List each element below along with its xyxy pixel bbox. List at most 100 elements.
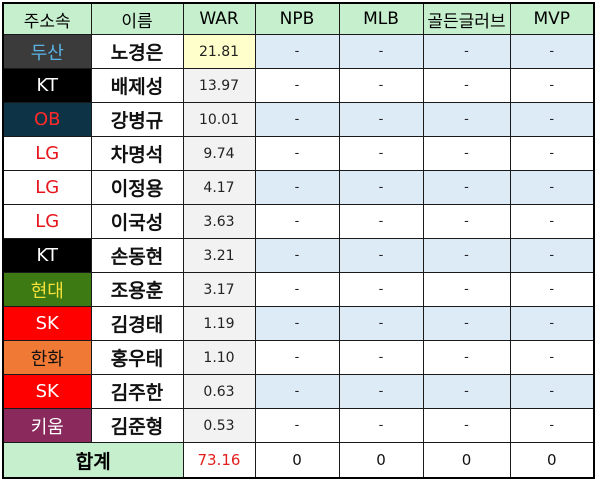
mvp-value: - (509, 136, 595, 171)
golden-glove-value: - (422, 340, 511, 375)
team-cell: LG (2, 136, 92, 171)
totals-mvp: 0 (509, 442, 595, 479)
war-value: 9.74 (182, 136, 256, 171)
header-name: 이름 (90, 2, 184, 35)
war-value: 13.97 (182, 68, 256, 103)
header-npb: NPB (254, 2, 340, 35)
table-row: 키움 김준형 0.53- - - - (2, 408, 595, 443)
golden-glove-value: - (422, 272, 511, 307)
table-row: 두산 노경은 21.81- - - - (2, 34, 595, 69)
header-golden-glove: 골든글러브 (422, 2, 511, 35)
team-cell: KT (2, 68, 92, 103)
golden-glove-value: - (422, 170, 511, 205)
mvp-value: - (509, 170, 595, 205)
player-name: 손동현 (90, 238, 184, 273)
header-mlb: MLB (338, 2, 424, 35)
table-row: LG 이국성 3.63- - - - (2, 204, 595, 239)
golden-glove-value: - (422, 374, 511, 409)
mvp-value: - (509, 272, 595, 307)
team-cell: KT (2, 238, 92, 273)
npb-value: - (254, 306, 340, 341)
golden-glove-value: - (422, 408, 511, 443)
mlb-value: - (338, 136, 424, 171)
mlb-value: - (338, 102, 424, 137)
table-row: 한화 홍우태 1.10- - - - (2, 340, 595, 375)
team-cell: LG (2, 170, 92, 205)
war-value: 1.10 (182, 340, 256, 375)
mvp-value: - (509, 204, 595, 239)
war-value: 4.17 (182, 170, 256, 205)
table-row: SK 김경태 1.19- - - - (2, 306, 595, 341)
table-footer: 합계 73.16 0 0 0 0 (2, 442, 595, 479)
npb-value: - (254, 136, 340, 171)
war-value: 3.21 (182, 238, 256, 273)
mlb-value: - (338, 340, 424, 375)
mvp-value: - (509, 340, 595, 375)
war-value: 10.01 (182, 102, 256, 137)
mvp-value: - (509, 102, 595, 137)
golden-glove-value: - (422, 68, 511, 103)
team-cell: 두산 (2, 34, 92, 69)
player-name: 홍우태 (90, 340, 184, 375)
npb-value: - (254, 408, 340, 443)
table-row: LG 이정용 4.17- - - - (2, 170, 595, 205)
golden-glove-value: - (422, 306, 511, 341)
header-mvp: MVP (509, 2, 595, 35)
npb-value: - (254, 170, 340, 205)
mlb-value: - (338, 374, 424, 409)
table-row: SK 김주한 0.63- - - - (2, 374, 595, 409)
table-row: KT 손동현 3.21- - - - (2, 238, 595, 273)
war-value: 1.19 (182, 306, 256, 341)
war-value: 3.63 (182, 204, 256, 239)
header-row: 주소속 이름 WAR NPB MLB 골든글러브 MVP (2, 2, 595, 35)
player-name: 이국성 (90, 204, 184, 239)
totals-label: 합계 (2, 442, 184, 479)
golden-glove-value: - (422, 136, 511, 171)
table-body: 두산 노경은 21.81- - - - KT 배제성 13.97- - - - OB 강병규 10.01- -… (2, 34, 595, 443)
mlb-value: - (338, 34, 424, 69)
mvp-value: - (509, 306, 595, 341)
table-row: 현대 조용훈 3.17- - - - (2, 272, 595, 307)
team-cell: 현대 (2, 272, 92, 307)
player-name: 조용훈 (90, 272, 184, 307)
player-name: 배제성 (90, 68, 184, 103)
mvp-value: - (509, 408, 595, 443)
mvp-value: - (509, 238, 595, 273)
npb-value: - (254, 238, 340, 273)
war-value: 3.17 (182, 272, 256, 307)
team-cell: 키움 (2, 408, 92, 443)
table-row: KT 배제성 13.97- - - - (2, 68, 595, 103)
npb-value: - (254, 68, 340, 103)
mlb-value: - (338, 204, 424, 239)
mvp-value: - (509, 374, 595, 409)
mlb-value: - (338, 170, 424, 205)
player-name: 이정용 (90, 170, 184, 205)
player-name: 김준형 (90, 408, 184, 443)
mlb-value: - (338, 306, 424, 341)
team-cell: LG (2, 204, 92, 239)
player-name: 차명석 (90, 136, 184, 171)
mvp-value: - (509, 34, 595, 69)
team-cell: OB (2, 102, 92, 137)
mlb-value: - (338, 68, 424, 103)
totals-npb: 0 (254, 442, 340, 479)
player-name: 김주한 (90, 374, 184, 409)
table-header: 주소속 이름 WAR NPB MLB 골든글러브 MVP (2, 2, 595, 35)
mlb-value: - (338, 238, 424, 273)
totals-war: 73.16 (182, 442, 256, 479)
golden-glove-value: - (422, 238, 511, 273)
totals-mlb: 0 (338, 442, 424, 479)
war-value: 21.81 (182, 34, 256, 69)
mvp-value: - (509, 68, 595, 103)
war-value: 0.63 (182, 374, 256, 409)
mlb-value: - (338, 408, 424, 443)
war-value: 0.53 (182, 408, 256, 443)
npb-value: - (254, 340, 340, 375)
header-team: 주소속 (2, 2, 92, 35)
totals-row: 합계 73.16 0 0 0 0 (2, 442, 595, 479)
golden-glove-value: - (422, 102, 511, 137)
team-cell: SK (2, 306, 92, 341)
header-war: WAR (182, 2, 256, 35)
mlb-value: - (338, 272, 424, 307)
